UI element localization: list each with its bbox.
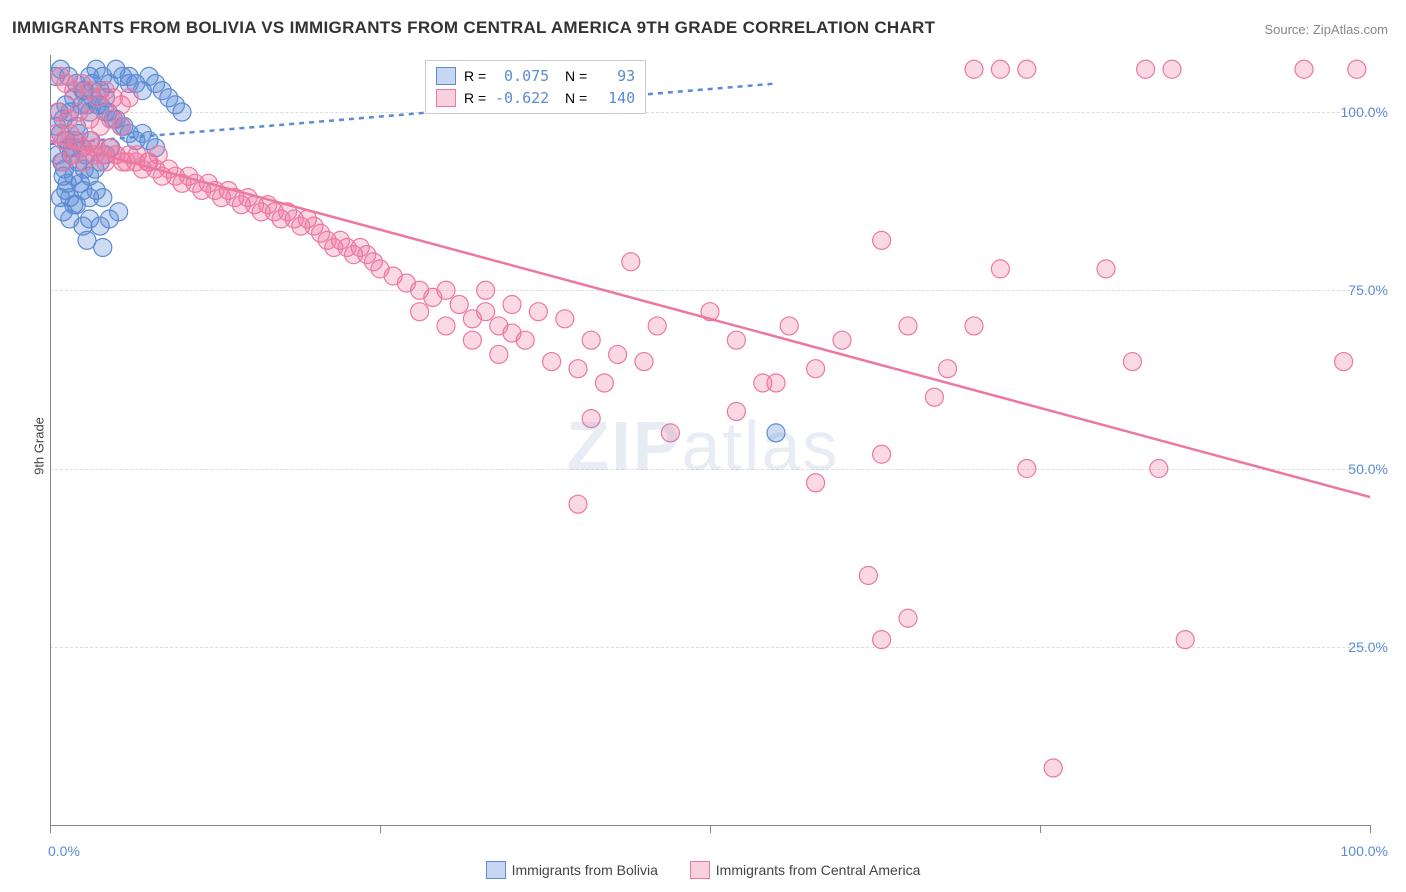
data-point: [1123, 353, 1141, 371]
data-point: [767, 424, 785, 442]
data-point: [925, 388, 943, 406]
data-point: [1150, 460, 1168, 478]
data-point: [1018, 60, 1036, 78]
data-point: [477, 281, 495, 299]
data-point: [1348, 60, 1366, 78]
data-point: [569, 495, 587, 513]
bottom-legend: Immigrants from Bolivia Immigrants from …: [0, 861, 1406, 882]
data-point: [569, 360, 587, 378]
trend-line: [50, 141, 1370, 497]
data-point: [965, 60, 983, 78]
data-point: [1163, 60, 1181, 78]
x-tick-label: 100.0%: [1341, 843, 1388, 859]
data-point: [807, 474, 825, 492]
data-point: [1295, 60, 1313, 78]
chart-container: IMMIGRANTS FROM BOLIVIA VS IMMIGRANTS FR…: [0, 0, 1406, 892]
data-point: [859, 566, 877, 584]
data-point: [635, 353, 653, 371]
stat-label: R =: [464, 68, 486, 84]
stat-label: N =: [557, 90, 587, 106]
data-point: [727, 402, 745, 420]
data-point: [120, 89, 138, 107]
legend-stats-box: R = 0.075 N = 93 R = -0.622 N = 140: [425, 60, 646, 114]
data-point: [873, 445, 891, 463]
data-point: [807, 360, 825, 378]
data-point: [516, 331, 534, 349]
swatch-blue-icon: [436, 67, 456, 85]
swatch-pink-icon: [690, 861, 710, 879]
data-point: [149, 146, 167, 164]
legend-row-central-america: R = -0.622 N = 140: [436, 87, 635, 109]
y-tick-label: 100.0%: [1341, 104, 1388, 120]
n-value-central-america: 140: [595, 89, 635, 107]
r-value-bolivia: 0.075: [494, 67, 549, 85]
swatch-pink-icon: [436, 89, 456, 107]
data-point: [1137, 60, 1155, 78]
data-point: [94, 189, 112, 207]
data-point: [965, 317, 983, 335]
stat-label: R =: [464, 90, 486, 106]
n-value-bolivia: 93: [595, 67, 635, 85]
data-point: [112, 117, 130, 135]
data-point: [173, 103, 191, 121]
data-point: [490, 345, 508, 363]
data-point: [529, 303, 547, 321]
data-point: [543, 353, 561, 371]
data-point: [1176, 631, 1194, 649]
data-point: [582, 331, 600, 349]
stat-label: N =: [557, 68, 587, 84]
data-point: [595, 374, 613, 392]
data-point: [437, 317, 455, 335]
legend-row-bolivia: R = 0.075 N = 93: [436, 65, 635, 87]
data-point: [833, 331, 851, 349]
data-point: [110, 203, 128, 221]
data-point: [648, 317, 666, 335]
data-point: [582, 410, 600, 428]
data-point: [939, 360, 957, 378]
data-point: [1018, 460, 1036, 478]
data-point: [727, 331, 745, 349]
y-tick-label: 25.0%: [1348, 639, 1388, 655]
data-point: [899, 609, 917, 627]
data-point: [437, 281, 455, 299]
bottom-legend-item-central-america: Immigrants from Central America: [690, 861, 921, 879]
y-tick-label: 75.0%: [1348, 282, 1388, 298]
data-point: [622, 253, 640, 271]
data-point: [991, 260, 1009, 278]
data-point: [463, 331, 481, 349]
data-point: [94, 239, 112, 257]
bottom-legend-label: Immigrants from Bolivia: [512, 862, 658, 878]
data-point: [609, 345, 627, 363]
data-point: [1335, 353, 1353, 371]
data-point: [503, 296, 521, 314]
r-value-central-america: -0.622: [494, 89, 549, 107]
x-tick-label: 0.0%: [48, 843, 80, 859]
data-point: [1097, 260, 1115, 278]
y-tick-label: 50.0%: [1348, 461, 1388, 477]
data-point: [873, 231, 891, 249]
bottom-legend-item-bolivia: Immigrants from Bolivia: [486, 861, 658, 879]
scatter-svg: [0, 0, 1406, 892]
data-point: [477, 303, 495, 321]
bottom-legend-label: Immigrants from Central America: [716, 862, 921, 878]
data-point: [411, 303, 429, 321]
swatch-blue-icon: [486, 861, 506, 879]
data-point: [450, 296, 468, 314]
data-point: [661, 424, 679, 442]
data-point: [991, 60, 1009, 78]
data-point: [899, 317, 917, 335]
data-point: [873, 631, 891, 649]
data-point: [767, 374, 785, 392]
data-point: [61, 210, 79, 228]
data-point: [1044, 759, 1062, 777]
data-point: [780, 317, 798, 335]
data-point: [556, 310, 574, 328]
